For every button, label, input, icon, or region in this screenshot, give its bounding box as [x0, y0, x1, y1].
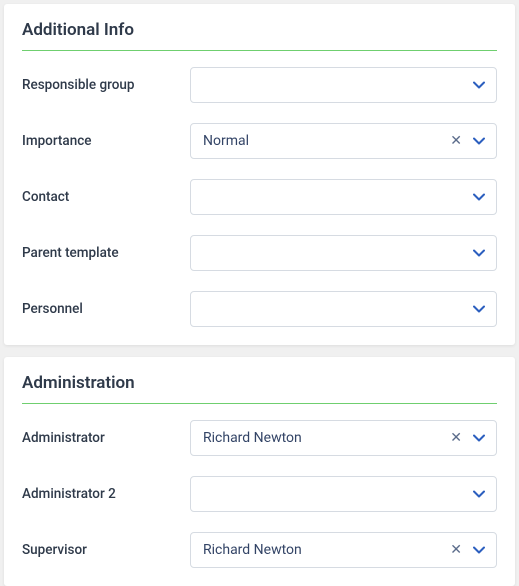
personnel-label: Personnel [22, 301, 190, 317]
administration-panel: Administration Administrator Richard New… [4, 357, 515, 586]
supervisor-row: Supervisor Richard Newton ✕ [22, 532, 497, 568]
chevron-down-icon [472, 190, 486, 204]
administrator-2-select[interactable] [190, 476, 497, 512]
personnel-row: Personnel [22, 291, 497, 327]
administrator-select[interactable]: Richard Newton ✕ [190, 420, 497, 456]
chevron-down-icon [472, 543, 486, 557]
close-icon[interactable]: ✕ [448, 541, 464, 559]
parent-template-label: Parent template [22, 245, 190, 261]
chevron-down-icon [472, 302, 486, 316]
administration-title: Administration [22, 373, 497, 404]
importance-value: Normal [203, 133, 249, 149]
parent-template-select[interactable] [190, 235, 497, 271]
additional-info-panel: Additional Info Responsible group Import… [4, 4, 515, 345]
chevron-down-icon [472, 431, 486, 445]
close-icon[interactable]: ✕ [448, 429, 464, 447]
supervisor-select[interactable]: Richard Newton ✕ [190, 532, 497, 568]
importance-row: Importance Normal ✕ [22, 123, 497, 159]
contact-select[interactable] [190, 179, 497, 215]
responsible-group-select[interactable] [190, 67, 497, 103]
administrator-label: Administrator [22, 430, 190, 446]
responsible-group-label: Responsible group [22, 77, 190, 93]
close-icon[interactable]: ✕ [448, 132, 464, 150]
chevron-down-icon [472, 134, 486, 148]
administrator-value: Richard Newton [203, 430, 302, 446]
importance-label: Importance [22, 133, 190, 149]
contact-label: Contact [22, 189, 190, 205]
administrator-2-row: Administrator 2 [22, 476, 497, 512]
administrator-2-label: Administrator 2 [22, 486, 190, 502]
personnel-select[interactable] [190, 291, 497, 327]
administrator-row: Administrator Richard Newton ✕ [22, 420, 497, 456]
chevron-down-icon [472, 246, 486, 260]
additional-info-title: Additional Info [22, 20, 497, 51]
chevron-down-icon [472, 78, 486, 92]
chevron-down-icon [472, 487, 486, 501]
parent-template-row: Parent template [22, 235, 497, 271]
contact-row: Contact [22, 179, 497, 215]
importance-select[interactable]: Normal ✕ [190, 123, 497, 159]
responsible-group-row: Responsible group [22, 67, 497, 103]
